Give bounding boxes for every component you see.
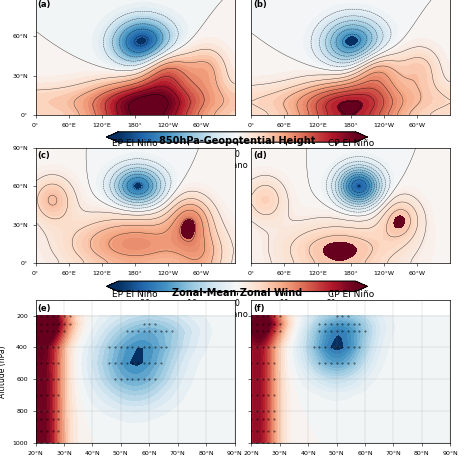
- Text: (d): (d): [253, 151, 267, 160]
- X-axis label: Z850 ano [m]: Z850 ano [m]: [209, 310, 265, 319]
- Y-axis label: Altitude (hPa): Altitude (hPa): [0, 345, 7, 398]
- Text: (b): (b): [253, 0, 267, 9]
- Text: 850hPa-Geopotential Height: 850hPa-Geopotential Height: [159, 136, 315, 146]
- Title: EP El Niño: EP El Niño: [112, 291, 158, 300]
- Title: CP El Niño: CP El Niño: [328, 291, 374, 300]
- Text: Zonal-Mean Zonal Wind: Zonal-Mean Zonal Wind: [172, 288, 302, 298]
- Text: (c): (c): [37, 151, 50, 160]
- PathPatch shape: [107, 132, 118, 142]
- Title: CP El Niño: CP El Niño: [328, 139, 374, 148]
- Title: EP El Niño: EP El Niño: [112, 139, 158, 148]
- PathPatch shape: [356, 132, 367, 142]
- X-axis label: Z200 ano [m]: Z200 ano [m]: [209, 160, 265, 169]
- Text: (a): (a): [37, 0, 51, 9]
- PathPatch shape: [107, 281, 118, 292]
- Text: (f): (f): [253, 304, 264, 313]
- PathPatch shape: [356, 281, 367, 292]
- Text: (e): (e): [37, 304, 51, 313]
